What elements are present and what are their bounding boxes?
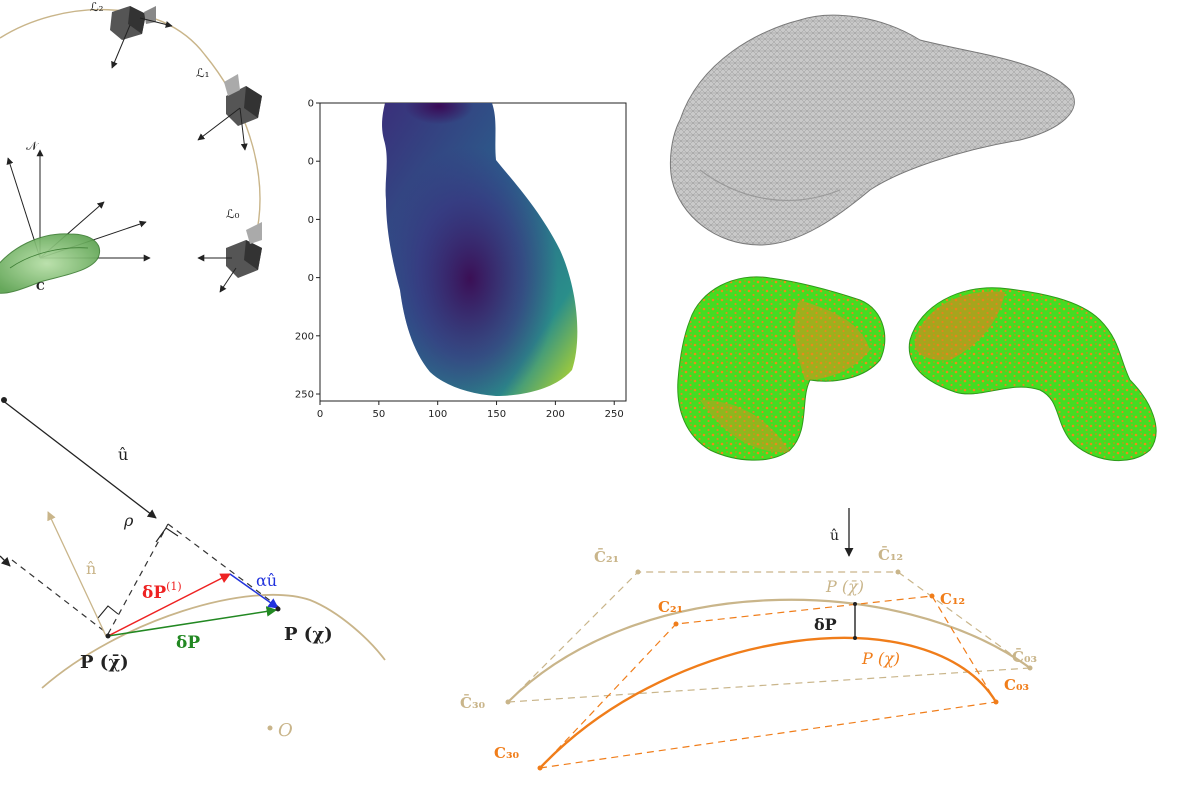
green-object-shape xyxy=(0,233,100,294)
y-tick-label: 0 xyxy=(308,99,314,110)
delta-p1-label: δP(1) xyxy=(142,580,182,603)
camera-orbit-arc xyxy=(0,9,261,241)
delta-p-label: δP xyxy=(176,633,200,653)
bezier-p-chi-label: P (χ) xyxy=(861,649,900,668)
p-chi-label: P (χ) xyxy=(284,624,333,645)
bezier-p-chi-bar-label: P (χ̄) xyxy=(825,577,864,596)
y-tick-label: 0 xyxy=(308,157,314,168)
orange-bezier-curve xyxy=(539,636,998,769)
surface-curve xyxy=(41,593,386,689)
c21-bar-label: C̄₂₁ xyxy=(594,547,619,566)
y-tick-label: 0 xyxy=(308,215,314,226)
x-tick-label: 0 xyxy=(317,409,323,420)
colored-mesh-panel xyxy=(677,276,1157,462)
camera-l1-label: ℒ₁ xyxy=(196,66,209,80)
colored-mesh-left xyxy=(677,276,886,461)
y-tick-label: 200 xyxy=(295,331,314,342)
c03-label: C₀₃ xyxy=(1004,676,1029,694)
tan-bezier-curve xyxy=(507,598,1031,703)
center-label: C xyxy=(36,280,45,293)
n-hat-label: n̂ xyxy=(86,559,96,578)
alpha-u-label: αû xyxy=(256,571,277,590)
c12-bar-label: C̄₁₂ xyxy=(878,545,903,564)
camera-l0: ℒ₀ xyxy=(197,207,262,293)
delta-p-arrow xyxy=(107,606,278,637)
p-chi-bar-label: P (χ̄) xyxy=(80,652,129,673)
c21-label: C₂₁ xyxy=(658,598,683,616)
c30-bar-label: C̄₃₀ xyxy=(460,693,486,712)
tan-control-net xyxy=(505,569,1033,705)
gray-mesh-panel xyxy=(669,14,1075,246)
camera-l2: ℒ₂ xyxy=(90,0,173,69)
orange-control-net xyxy=(537,593,999,771)
c30-label: C₃₀ xyxy=(494,744,520,762)
c12-label: C₁₂ xyxy=(940,590,965,608)
bezier-u-hat-label: û xyxy=(830,528,839,544)
delta-p1-arrow xyxy=(107,573,231,637)
normal-label: 𝒩 xyxy=(26,139,40,153)
camera-l1: ℒ₁ xyxy=(196,66,262,151)
c03-bar-label: C̄₀₃ xyxy=(1012,647,1037,666)
x-tick-label: 250 xyxy=(605,409,624,420)
x-tick-label: 50 xyxy=(372,409,385,420)
camera-l0-label: ℒ₀ xyxy=(226,207,240,221)
u-hat-ray xyxy=(1,399,157,519)
y-tick-label: 0 xyxy=(308,273,314,284)
camera-l2-label: ℒ₂ xyxy=(90,0,104,14)
alpha-u-arrow xyxy=(229,573,279,609)
x-tick-label: 200 xyxy=(546,409,565,420)
origin-label: O xyxy=(278,720,293,741)
camera-setup-panel: ℒ₂ ℒ₁ ℒ₀ 𝒩 xyxy=(0,0,262,294)
u-hat-label: û xyxy=(118,445,128,464)
x-tick-label: 150 xyxy=(487,409,506,420)
x-tick-label: 100 xyxy=(428,409,447,420)
bezier-panel: û δP C̄₂₁ C̄₁₂ C̄₀₃ C̄₃ xyxy=(460,508,1037,771)
bezier-delta-p-label: δP xyxy=(814,615,837,634)
rho-label: ρ xyxy=(123,511,134,530)
y-tick-label: 250 xyxy=(295,390,314,401)
projection-panel: û ρ n̂ δP(1) αû δP P (χ̄) P (χ) O xyxy=(0,397,386,741)
